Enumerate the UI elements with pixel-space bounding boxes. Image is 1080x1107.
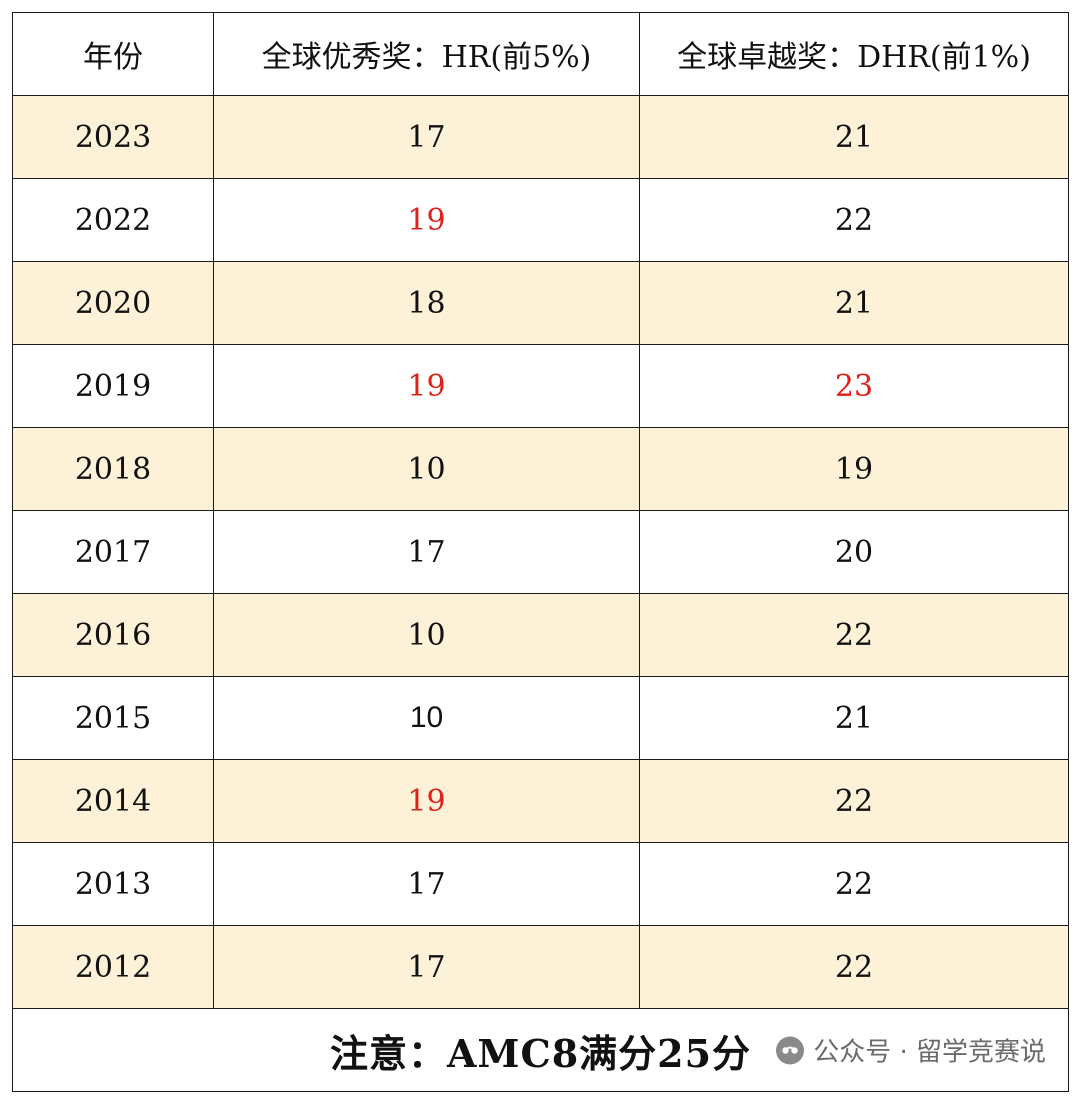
cell-dhr: 22 xyxy=(639,593,1069,677)
table-row: 2023 17 21 xyxy=(12,95,1069,179)
note-row: 注意：AMC8满分25分 公众号 · 留学竞赛说 xyxy=(12,1008,1069,1092)
cell-dhr: 20 xyxy=(639,510,1069,594)
cell-hr: 17 xyxy=(213,925,640,1009)
full-score-note: 注意：AMC8满分25分 xyxy=(329,1030,752,1076)
cell-year: 2022 xyxy=(12,178,214,262)
cell-hr: 19 xyxy=(213,344,640,428)
cell-dhr: 22 xyxy=(639,178,1069,262)
table-row: 2015 10 21 xyxy=(12,676,1069,760)
cell-year: 2019 xyxy=(12,344,214,428)
table-row: 2013 17 22 xyxy=(12,842,1069,926)
table-row: 2020 18 21 xyxy=(12,261,1069,345)
cell-year: 2023 xyxy=(12,95,214,179)
table-row: 2022 19 22 xyxy=(12,178,1069,262)
cell-year: 2016 xyxy=(12,593,214,677)
cell-dhr: 23 xyxy=(639,344,1069,428)
cell-hr: 18 xyxy=(213,261,640,345)
cell-dhr: 21 xyxy=(639,676,1069,760)
wechat-official-account-icon xyxy=(776,1036,805,1064)
cell-dhr: 22 xyxy=(639,842,1069,926)
cell-hr: 10 xyxy=(213,676,640,760)
cell-year: 2014 xyxy=(12,759,214,843)
cell-hr: 17 xyxy=(213,842,640,926)
cell-dhr: 22 xyxy=(639,759,1069,843)
table-row: 2012 17 22 xyxy=(12,925,1069,1009)
table-row: 2014 19 22 xyxy=(12,759,1069,843)
cell-hr: 10 xyxy=(213,593,640,677)
cell-hr: 17 xyxy=(213,95,640,179)
watermark-text: 公众号 · 留学竞赛说 xyxy=(813,1037,1046,1068)
cell-hr: 10 xyxy=(213,427,640,511)
watermark: 公众号 · 留学竞赛说 xyxy=(775,1032,1046,1069)
note-cell: 注意：AMC8满分25分 公众号 · 留学竞赛说 xyxy=(12,1008,1069,1092)
cell-year: 2018 xyxy=(12,427,214,511)
cell-year: 2020 xyxy=(12,261,214,345)
cell-dhr: 19 xyxy=(639,427,1069,511)
cell-dhr: 21 xyxy=(639,261,1069,345)
cell-hr: 19 xyxy=(213,178,640,262)
table-row: 2019 19 23 xyxy=(12,344,1069,428)
header-year: 年份 xyxy=(12,12,214,96)
cell-year: 2017 xyxy=(12,510,214,594)
table-row: 2016 10 22 xyxy=(12,593,1069,677)
header-dhr: 全球卓越奖：DHR(前1%) xyxy=(639,12,1069,96)
cell-hr: 19 xyxy=(213,759,640,843)
cell-dhr: 22 xyxy=(639,925,1069,1009)
header-hr: 全球优秀奖：HR(前5%) xyxy=(213,12,640,96)
table-row: 2017 17 20 xyxy=(12,510,1069,594)
award-score-table: 年份 全球优秀奖：HR(前5%) 全球卓越奖：DHR(前1%) 2023 17 … xyxy=(12,12,1069,1092)
cell-year: 2012 xyxy=(12,925,214,1009)
table-row: 2018 10 19 xyxy=(12,427,1069,511)
table-header-row: 年份 全球优秀奖：HR(前5%) 全球卓越奖：DHR(前1%) xyxy=(12,12,1069,96)
cell-year: 2015 xyxy=(12,676,214,760)
cell-year: 2013 xyxy=(12,842,214,926)
cell-dhr: 21 xyxy=(639,95,1069,179)
cell-hr: 17 xyxy=(213,510,640,594)
